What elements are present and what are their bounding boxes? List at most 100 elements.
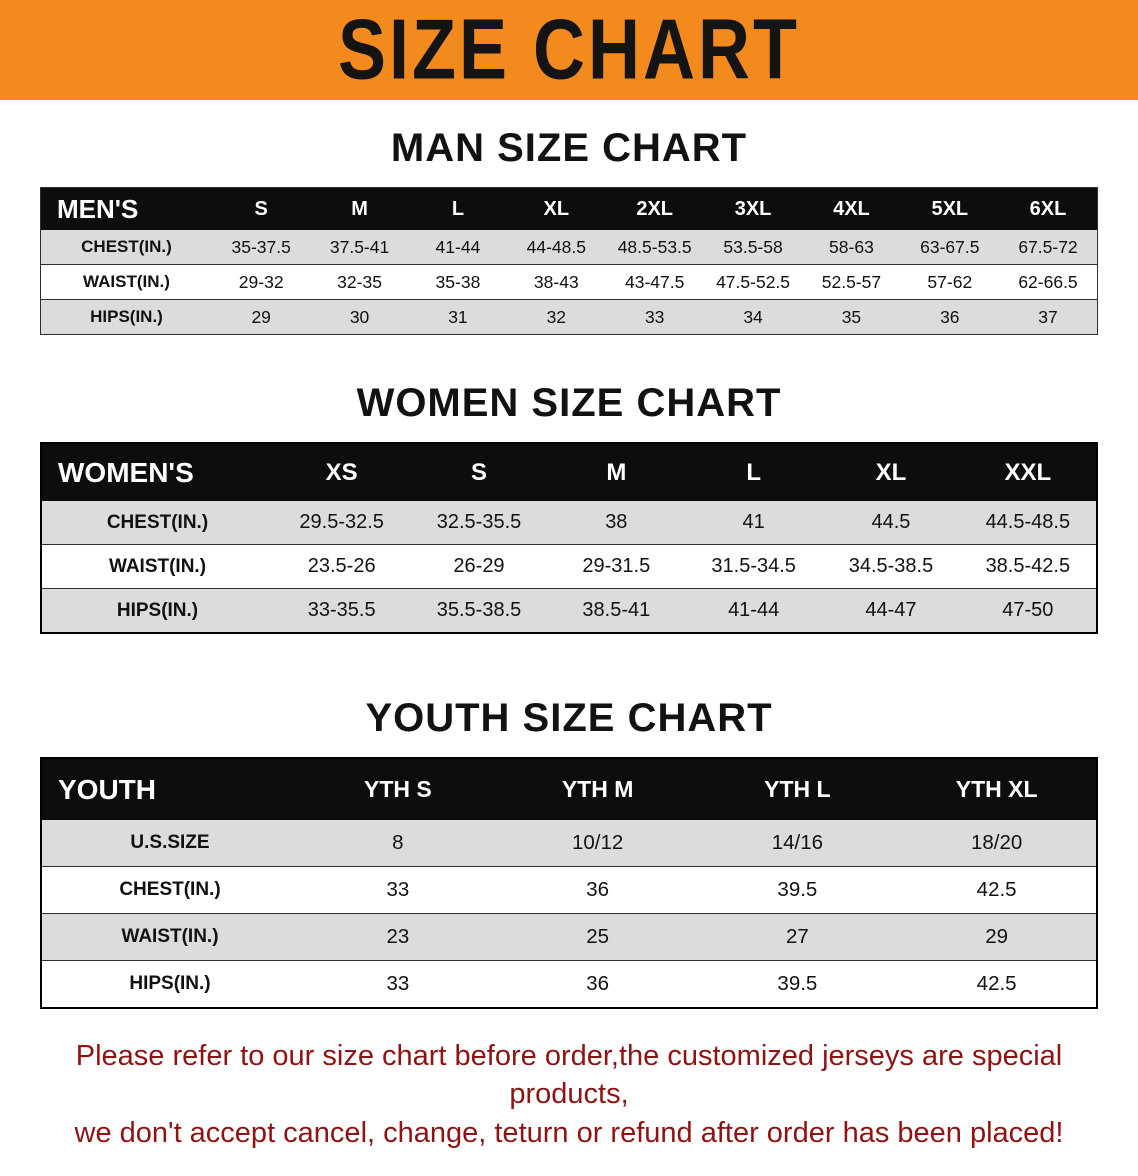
size-value: 39.5 (697, 960, 898, 1009)
size-value: 44.5-48.5 (959, 501, 1097, 545)
size-value: 31.5-34.5 (684, 544, 823, 589)
size-value: 39.5 (697, 866, 898, 914)
size-column-header: 5XL (900, 187, 999, 230)
size-value: 25 (497, 913, 698, 961)
size-value: 34 (703, 299, 803, 335)
table-row: HIPS(IN.) 33 36 39.5 42.5 (41, 960, 1097, 1009)
size-value: 32 (507, 299, 606, 335)
size-value: 57-62 (900, 264, 999, 300)
row-label: HIPS(IN.) (40, 299, 212, 335)
size-value: 41-44 (408, 230, 508, 265)
size-value: 29 (212, 299, 311, 335)
size-column-header: YTH M (497, 758, 698, 820)
size-value: 41-44 (684, 588, 823, 634)
size-value: 29-32 (212, 264, 311, 300)
size-chart-banner: SIZE CHART (0, 0, 1138, 100)
size-value: 38.5-42.5 (959, 544, 1097, 589)
size-value: 27 (697, 913, 898, 961)
size-value: 29 (897, 913, 1097, 961)
size-value: 36 (497, 866, 698, 914)
size-column-header: 6XL (999, 187, 1098, 230)
size-value: 30 (310, 299, 409, 335)
size-column-header: 2XL (605, 187, 704, 230)
size-value: 18/20 (897, 820, 1097, 867)
size-column-header: XL (507, 187, 606, 230)
size-value: 32-35 (310, 264, 409, 300)
size-value: 31 (408, 299, 508, 335)
size-column-header: XL (822, 443, 960, 501)
size-value: 38.5-41 (547, 588, 685, 634)
size-value: 23 (298, 913, 498, 961)
size-value: 33 (605, 299, 704, 335)
women-size-chart-heading: WOMEN SIZE CHART (356, 381, 782, 425)
table-corner-label: YOUTH (41, 758, 298, 820)
table-header-row: YOUTH YTH S YTH M YTH L YTH XL (41, 758, 1097, 820)
table-row: WAIST(IN.) 23.5-26 26-29 29-31.5 31.5-34.5 34… (41, 544, 1097, 589)
disclaimer-text: Please refer to our size chart before or… (18, 1037, 1120, 1152)
size-value: 36 (497, 960, 698, 1009)
size-column-header: 4XL (802, 187, 901, 230)
size-value: 42.5 (897, 960, 1097, 1009)
row-label: CHEST(IN.) (41, 501, 273, 545)
size-value: 35-38 (408, 264, 508, 300)
size-value: 67.5-72 (999, 230, 1098, 265)
size-value: 62-66.5 (999, 264, 1098, 300)
size-value: 14/16 (697, 820, 898, 867)
disclaimer-line-2: we don't accept cancel, change, teturn o… (74, 1116, 1064, 1149)
size-value: 37.5-41 (310, 230, 409, 265)
size-column-header: YTH S (298, 758, 498, 820)
size-value: 48.5-53.5 (605, 230, 704, 265)
womens-size-table: WOMEN'S XS S M L XL XXL CHEST(IN.) 29.5-32.5 32.5… (40, 442, 1098, 634)
youth-size-chart-heading: YOUTH SIZE CHART (365, 696, 773, 740)
disclaimer-line-1: Please refer to our size chart before or… (75, 1040, 1063, 1111)
size-column-header: M (310, 187, 409, 230)
table-header-row: MEN'S S M L XL 2XL 3XL 4XL 5XL 6XL (40, 187, 1098, 230)
row-label: CHEST(IN.) (41, 866, 298, 914)
table-row: HIPS(IN.) 29 30 31 32 33 34 35 36 37 (40, 299, 1098, 335)
size-column-header: YTH L (697, 758, 898, 820)
table-corner-label: WOMEN'S (41, 443, 273, 501)
table-row: CHEST(IN.) 33 36 39.5 42.5 (41, 866, 1097, 914)
size-column-header: XS (273, 443, 411, 501)
size-value: 53.5-58 (703, 230, 803, 265)
table-row: WAIST(IN.) 23 25 27 29 (41, 913, 1097, 961)
size-value: 33-35.5 (273, 588, 411, 634)
table-corner-label: MEN'S (40, 187, 212, 230)
size-value: 42.5 (897, 866, 1097, 914)
size-value: 32.5-35.5 (410, 501, 548, 545)
size-value: 23.5-26 (273, 544, 411, 589)
size-chart-title: SIZE CHART (338, 2, 800, 98)
size-value: 35-37.5 (212, 230, 311, 265)
row-label: HIPS(IN.) (41, 960, 298, 1009)
size-column-header: S (410, 443, 548, 501)
size-value: 37 (999, 299, 1098, 335)
row-label: CHEST(IN.) (40, 230, 212, 265)
row-label: WAIST(IN.) (41, 913, 298, 961)
table-row: HIPS(IN.) 33-35.5 35.5-38.5 38.5-41 41-44 44-… (41, 588, 1097, 634)
size-value: 29.5-32.5 (273, 501, 411, 545)
size-value: 52.5-57 (802, 264, 901, 300)
mens-size-table: MEN'S S M L XL 2XL 3XL 4XL 5XL 6XL CHEST(IN.) 35-37… (40, 187, 1098, 335)
size-value: 38-43 (507, 264, 606, 300)
size-value: 47-50 (959, 588, 1097, 634)
size-value: 44-47 (822, 588, 960, 634)
size-value: 10/12 (497, 820, 698, 867)
size-value: 36 (900, 299, 999, 335)
table-row: CHEST(IN.) 35-37.5 37.5-41 41-44 44-48.5 48.5… (40, 230, 1098, 265)
size-column-header: 3XL (703, 187, 803, 230)
row-label: HIPS(IN.) (41, 588, 273, 634)
size-value: 43-47.5 (605, 264, 704, 300)
table-row: CHEST(IN.) 29.5-32.5 32.5-35.5 38 41 44.5 44.5… (41, 501, 1097, 545)
row-label: WAIST(IN.) (41, 544, 273, 589)
size-value: 44-48.5 (507, 230, 606, 265)
youth-size-table: YOUTH YTH S YTH M YTH L YTH XL U.S.SIZE 8 10/12… (40, 757, 1098, 1009)
size-value: 8 (298, 820, 498, 867)
table-row: WAIST(IN.) 29-32 32-35 35-38 38-43 43-47.5 47.… (40, 264, 1098, 300)
row-label: U.S.SIZE (41, 820, 298, 867)
size-value: 29-31.5 (547, 544, 685, 589)
size-value: 44.5 (822, 501, 960, 545)
size-column-header: S (212, 187, 311, 230)
table-header-row: WOMEN'S XS S M L XL XXL (41, 443, 1097, 501)
size-value: 26-29 (410, 544, 548, 589)
